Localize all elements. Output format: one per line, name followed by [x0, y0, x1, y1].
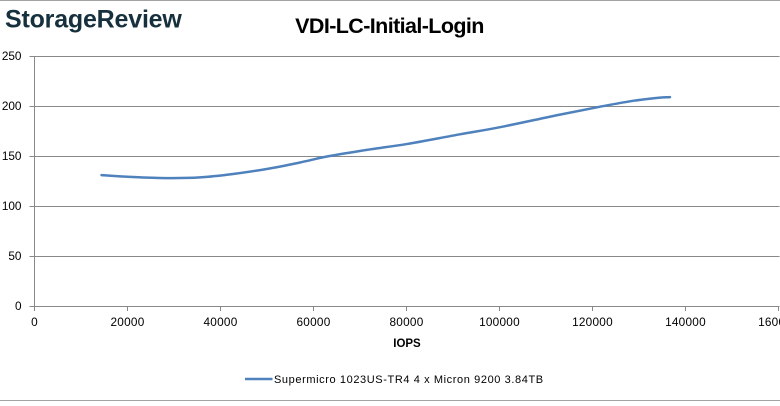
svg-text:VDI-LC-Initial-Login: VDI-LC-Initial-Login [295, 14, 484, 38]
svg-text:StorageReview: StorageReview [5, 6, 182, 34]
svg-text:IOPS: IOPS [393, 338, 421, 350]
svg-text:40000: 40000 [203, 315, 237, 329]
svg-text:160000: 160000 [758, 315, 780, 329]
svg-text:0: 0 [31, 315, 38, 329]
svg-text:50: 50 [8, 249, 22, 263]
svg-text:20000: 20000 [110, 315, 144, 329]
svg-text:100000: 100000 [479, 315, 520, 329]
svg-text:200: 200 [2, 99, 22, 113]
svg-text:150: 150 [2, 149, 22, 163]
svg-text:100: 100 [2, 199, 22, 213]
svg-text:0: 0 [15, 299, 22, 313]
svg-text:80000: 80000 [389, 315, 423, 329]
svg-text:250: 250 [2, 49, 22, 63]
svg-text:120000: 120000 [572, 315, 613, 329]
svg-text:Supermicro 1023US-TR4 4 x Micr: Supermicro 1023US-TR4 4 x Micron 9200 3.… [274, 374, 544, 386]
svg-text:140000: 140000 [665, 315, 706, 329]
svg-text:60000: 60000 [296, 315, 330, 329]
